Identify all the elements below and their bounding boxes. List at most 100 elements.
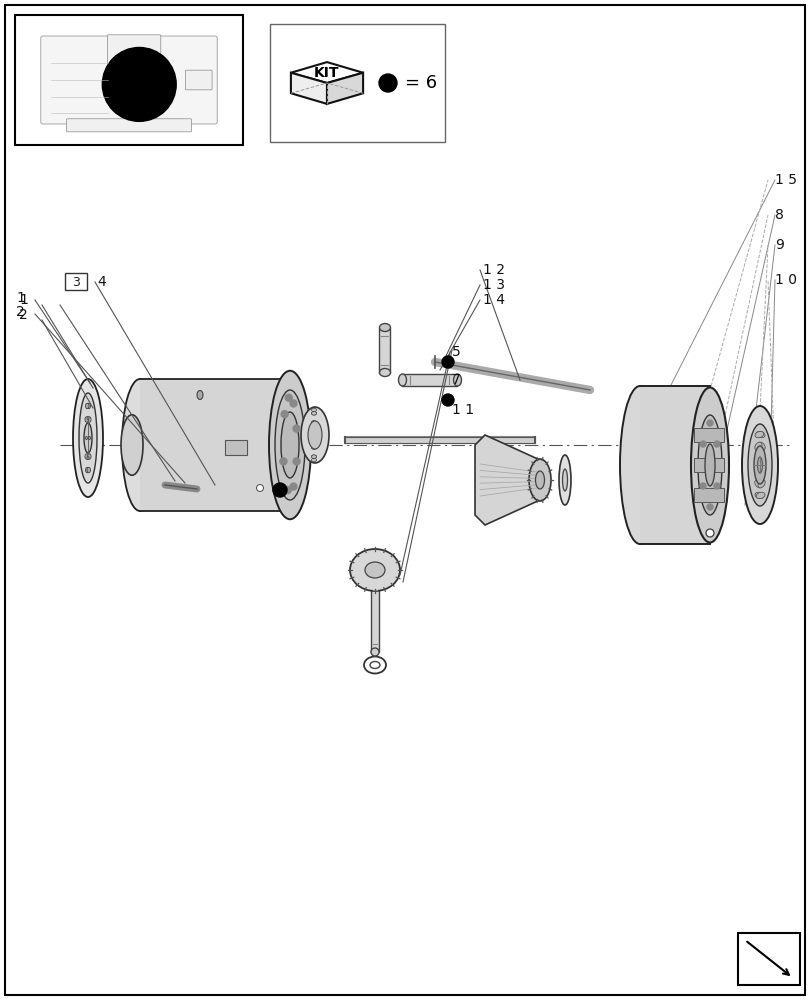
Text: 1 1: 1 1 bbox=[452, 403, 474, 417]
Ellipse shape bbox=[307, 421, 322, 449]
Ellipse shape bbox=[87, 467, 90, 473]
Circle shape bbox=[441, 356, 453, 368]
Text: 1 3: 1 3 bbox=[483, 278, 504, 292]
Ellipse shape bbox=[311, 412, 316, 415]
Ellipse shape bbox=[379, 368, 390, 376]
Ellipse shape bbox=[704, 444, 714, 486]
Ellipse shape bbox=[79, 393, 97, 483]
Bar bbox=[270, 24, 444, 142]
Circle shape bbox=[280, 458, 286, 465]
Ellipse shape bbox=[754, 492, 763, 499]
Ellipse shape bbox=[705, 529, 713, 537]
Ellipse shape bbox=[620, 386, 659, 544]
Ellipse shape bbox=[268, 371, 311, 519]
Ellipse shape bbox=[87, 456, 89, 460]
Bar bbox=[693, 488, 723, 502]
Ellipse shape bbox=[311, 446, 316, 449]
Ellipse shape bbox=[757, 442, 764, 450]
Circle shape bbox=[705, 529, 713, 537]
Ellipse shape bbox=[365, 562, 384, 578]
Text: 5: 5 bbox=[452, 345, 460, 359]
Text: 7: 7 bbox=[452, 373, 460, 387]
Polygon shape bbox=[290, 73, 327, 104]
Ellipse shape bbox=[755, 431, 764, 438]
Circle shape bbox=[285, 394, 292, 401]
Ellipse shape bbox=[311, 421, 316, 424]
Bar bbox=[639, 386, 709, 544]
Bar bbox=[345, 437, 534, 443]
Ellipse shape bbox=[311, 412, 316, 415]
Text: 3: 3 bbox=[72, 275, 79, 288]
Text: KIT: KIT bbox=[314, 66, 339, 80]
Circle shape bbox=[713, 441, 719, 447]
Ellipse shape bbox=[311, 458, 316, 462]
Ellipse shape bbox=[363, 656, 385, 674]
Text: 1: 1 bbox=[16, 291, 25, 305]
Circle shape bbox=[699, 483, 706, 489]
Ellipse shape bbox=[754, 442, 761, 450]
Circle shape bbox=[272, 483, 286, 497]
Circle shape bbox=[102, 47, 176, 121]
Circle shape bbox=[293, 425, 300, 432]
FancyBboxPatch shape bbox=[107, 35, 161, 64]
Ellipse shape bbox=[757, 457, 762, 473]
Ellipse shape bbox=[558, 455, 570, 505]
Ellipse shape bbox=[534, 471, 544, 489]
Ellipse shape bbox=[311, 446, 316, 449]
Ellipse shape bbox=[379, 324, 390, 332]
Text: 1 5: 1 5 bbox=[774, 173, 796, 187]
Ellipse shape bbox=[747, 424, 771, 506]
Bar bbox=[225, 440, 247, 455]
Ellipse shape bbox=[697, 415, 721, 515]
Ellipse shape bbox=[121, 415, 143, 475]
Ellipse shape bbox=[197, 390, 203, 399]
Bar bbox=[693, 458, 723, 472]
Bar bbox=[139, 379, 290, 511]
Ellipse shape bbox=[398, 374, 406, 386]
Bar bbox=[15, 15, 242, 145]
Ellipse shape bbox=[350, 549, 400, 591]
Ellipse shape bbox=[755, 492, 764, 499]
Circle shape bbox=[699, 441, 706, 447]
Ellipse shape bbox=[311, 433, 316, 437]
FancyBboxPatch shape bbox=[41, 36, 217, 124]
Ellipse shape bbox=[690, 387, 728, 542]
FancyBboxPatch shape bbox=[185, 70, 212, 90]
Circle shape bbox=[290, 483, 297, 490]
Circle shape bbox=[290, 400, 297, 407]
Text: 8: 8 bbox=[774, 208, 783, 222]
Ellipse shape bbox=[85, 467, 89, 473]
Polygon shape bbox=[327, 73, 363, 104]
Ellipse shape bbox=[453, 374, 461, 386]
Circle shape bbox=[379, 74, 397, 92]
Polygon shape bbox=[290, 62, 363, 83]
Circle shape bbox=[293, 458, 300, 465]
Ellipse shape bbox=[371, 648, 379, 656]
Ellipse shape bbox=[311, 455, 316, 458]
Ellipse shape bbox=[85, 436, 88, 440]
Ellipse shape bbox=[73, 379, 103, 497]
Bar bbox=[379, 328, 390, 372]
Bar bbox=[737, 933, 799, 985]
Ellipse shape bbox=[370, 662, 380, 668]
Text: 9: 9 bbox=[774, 238, 783, 252]
Ellipse shape bbox=[528, 459, 551, 501]
Ellipse shape bbox=[281, 412, 298, 478]
Ellipse shape bbox=[88, 436, 90, 440]
Ellipse shape bbox=[87, 403, 90, 409]
Text: 2: 2 bbox=[16, 305, 25, 319]
Ellipse shape bbox=[311, 433, 316, 437]
Ellipse shape bbox=[85, 454, 88, 459]
Ellipse shape bbox=[122, 379, 158, 511]
FancyBboxPatch shape bbox=[67, 119, 191, 132]
Ellipse shape bbox=[88, 417, 91, 422]
Text: 1: 1 bbox=[19, 293, 28, 307]
Ellipse shape bbox=[275, 390, 305, 500]
Ellipse shape bbox=[85, 403, 89, 409]
Polygon shape bbox=[474, 435, 539, 525]
Bar bbox=[371, 582, 379, 652]
Ellipse shape bbox=[754, 431, 763, 438]
Circle shape bbox=[256, 485, 264, 491]
Text: 1 0: 1 0 bbox=[774, 273, 796, 287]
Ellipse shape bbox=[758, 460, 764, 470]
